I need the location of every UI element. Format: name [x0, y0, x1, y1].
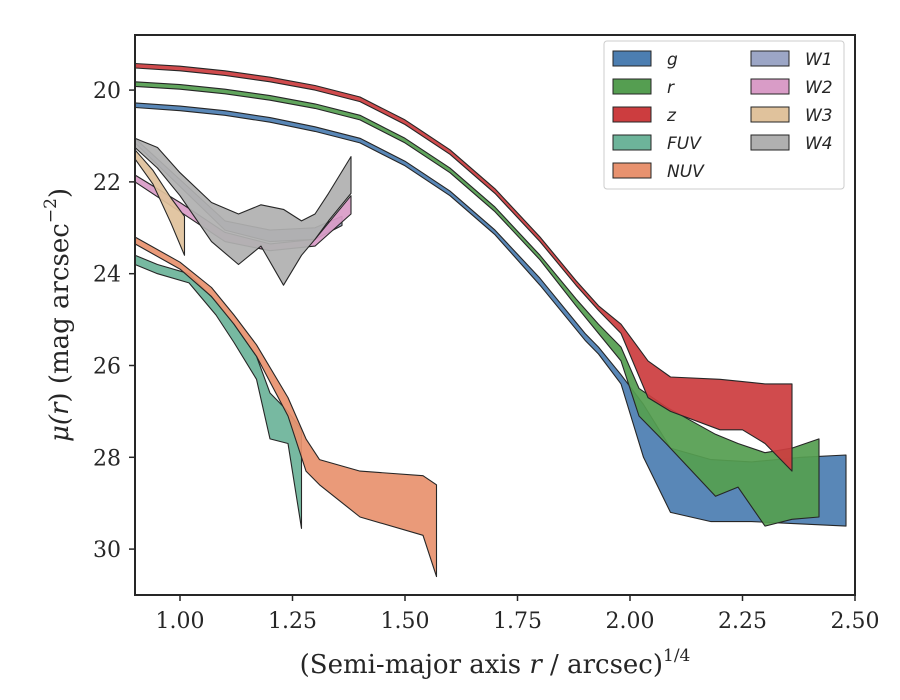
legend-label-w2: W2 — [805, 78, 833, 98]
series-area-r — [134, 81, 820, 527]
x-axis-label: (Semi-major axis r / arcsec)1/4 — [300, 646, 691, 680]
series-area-nuv — [134, 236, 438, 578]
y-axis-ticks: 20 22 24 26 28 30 — [93, 79, 135, 563]
legend-label-r: r — [667, 78, 675, 98]
legend-label-z: z — [666, 106, 677, 126]
x-tick-label: 1.50 — [381, 609, 430, 634]
x-tick-label: 1.25 — [268, 609, 317, 634]
legend-label-nuv: NUV — [667, 162, 705, 182]
x-tick-label: 2.50 — [831, 609, 880, 634]
legend-swatch-w3 — [750, 106, 790, 123]
series-area-w3 — [134, 149, 186, 256]
x-axis-ticks: 1.00 1.25 1.50 1.75 2.00 2.25 2.50 — [156, 595, 880, 634]
plot-frame — [134, 34, 856, 596]
y-tick-label: 24 — [93, 263, 121, 288]
y-tick-label: 26 — [93, 354, 121, 379]
y-tick-label: 30 — [93, 538, 121, 563]
legend-label-w3: W3 — [805, 106, 833, 126]
legend-label-w1: W1 — [805, 50, 833, 70]
legend-swatch-fuv — [612, 134, 652, 151]
x-tick-label: 1.00 — [156, 609, 205, 634]
legend-swatch-r — [612, 78, 652, 95]
y-tick-label: 22 — [93, 171, 121, 196]
plot-areas — [134, 62, 847, 578]
legend-swatch-nuv — [612, 162, 652, 179]
legend-label-g: g — [667, 50, 678, 70]
x-tick-label: 2.00 — [606, 609, 655, 634]
legend-label-fuv: FUV — [667, 134, 702, 154]
y-tick-label: 28 — [93, 446, 121, 471]
x-tick-label: 1.75 — [493, 609, 542, 634]
legend-label-w4: W4 — [805, 134, 833, 154]
legend-swatch-w1 — [750, 50, 790, 67]
series-area-w4 — [134, 137, 352, 286]
legend-swatch-w2 — [750, 78, 790, 95]
legend-swatch-g — [612, 50, 652, 67]
y-tick-label: 20 — [93, 79, 121, 104]
legend: grz FUV NUV W1 W2 W3 W4 — [603, 40, 845, 190]
legend-swatch-z — [612, 106, 652, 123]
legend-frame — [603, 40, 845, 190]
y-axis-label: μ(r) (mag arcsec−2) — [41, 188, 75, 442]
legend-swatch-w4 — [750, 134, 790, 151]
series-area-z — [134, 62, 793, 472]
x-tick-label: 2.25 — [718, 609, 767, 634]
